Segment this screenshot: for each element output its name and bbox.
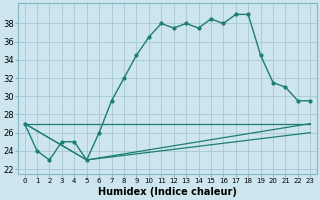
- X-axis label: Humidex (Indice chaleur): Humidex (Indice chaleur): [98, 187, 237, 197]
